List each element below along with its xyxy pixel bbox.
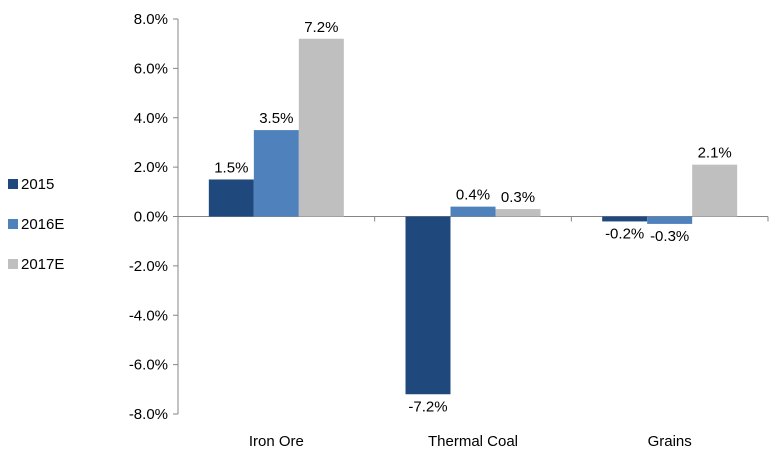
y-tick-label: 4.0%	[134, 110, 168, 127]
category-label: Iron Ore	[249, 433, 304, 450]
legend-swatch-2017e	[8, 259, 18, 269]
bar-2017e-0	[298, 38, 344, 217]
legend-label: 2017E	[21, 256, 64, 273]
data-label: 0.3%	[501, 189, 535, 206]
data-label: 0.4%	[456, 187, 490, 204]
data-label: -0.3%	[650, 228, 689, 245]
legend-label: 2015	[21, 176, 54, 193]
bar-2015-2	[602, 216, 648, 222]
bar-2016e-0	[253, 130, 299, 217]
legend-label: 2016E	[21, 216, 64, 233]
data-label: 1.5%	[214, 159, 248, 176]
bar-2015-0	[208, 179, 254, 217]
bar-2017e-1	[495, 209, 541, 217]
category-label: Grains	[648, 433, 692, 450]
data-label: -0.2%	[605, 225, 644, 242]
bar-2016e-1	[450, 206, 496, 217]
bar-2015-1	[405, 216, 451, 395]
y-tick-label: 8.0%	[134, 11, 168, 28]
data-label: 3.5%	[259, 110, 293, 127]
legend-swatch-2015	[8, 179, 18, 189]
y-tick-label: 0.0%	[134, 209, 168, 226]
y-tick-label: 6.0%	[134, 60, 168, 77]
y-tick-label: -8.0%	[129, 406, 168, 423]
y-tick-label: 2.0%	[134, 159, 168, 176]
category-label: Thermal Coal	[428, 433, 518, 450]
data-label: 2.1%	[698, 145, 732, 162]
legend-swatch-2016e	[8, 219, 18, 229]
bar-2016e-2	[647, 216, 693, 224]
data-label: 7.2%	[304, 19, 338, 36]
bar-2017e-2	[692, 164, 738, 217]
data-label: -7.2%	[408, 398, 447, 415]
y-tick-label: -4.0%	[129, 307, 168, 324]
y-tick-label: -2.0%	[129, 258, 168, 275]
y-tick-label: -6.0%	[129, 357, 168, 374]
